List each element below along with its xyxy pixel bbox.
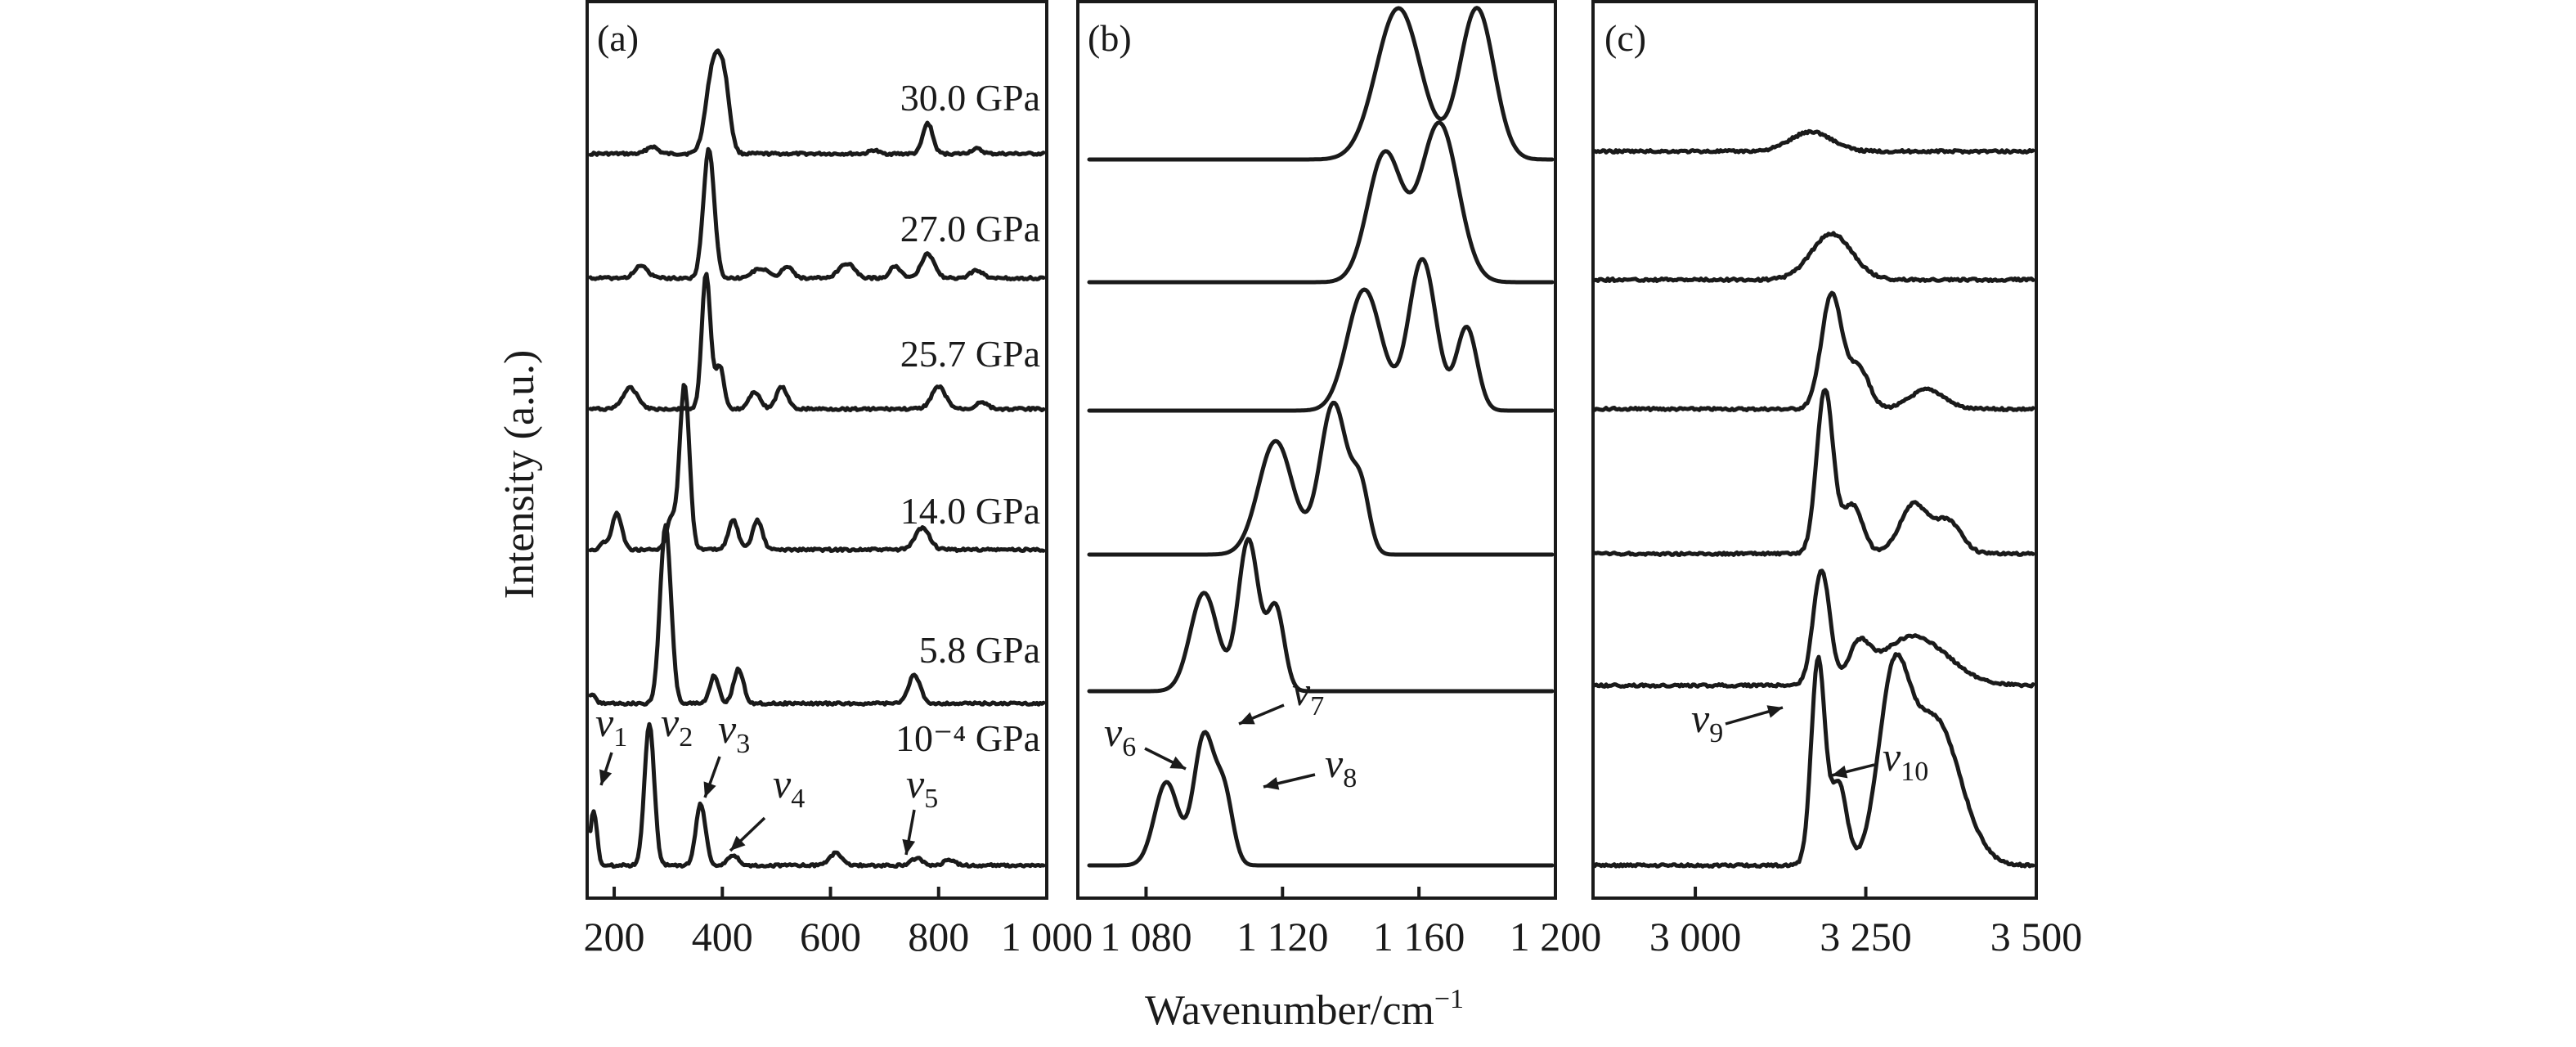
trace-c-1 (1592, 231, 2035, 283)
trace-a-0 (588, 48, 1046, 157)
mode-arrowhead-a-3 (730, 835, 746, 851)
tick-label-a-2: 600 (800, 914, 861, 959)
trace-b-0 (1087, 6, 1555, 162)
mode-arrowhead-b-2 (1263, 777, 1280, 790)
mode-label-a-4: v5 (906, 761, 938, 814)
trace-b-2 (1087, 257, 1555, 413)
trace-c-2 (1592, 290, 2035, 412)
pressure-label-3: 14.0 GPa (900, 490, 1040, 532)
trace-b-3 (1087, 400, 1555, 557)
x-axis-title-base: Wavenumber/cm (1145, 987, 1434, 1034)
mode-arrowhead-b-0 (1169, 756, 1186, 769)
tick-label-b-2: 1 160 (1373, 914, 1465, 959)
mode-arrowhead-c-1 (1832, 765, 1848, 779)
pressure-label-1: 27.0 GPa (900, 208, 1040, 249)
x-axis-title: Wavenumber/cm−1 (1145, 984, 1464, 1034)
mode-arrowhead-a-0 (599, 769, 613, 785)
mode-arrowhead-a-2 (703, 781, 716, 798)
panel-c-ticks: 3 000 3 250 3 500 (1649, 887, 2082, 959)
mode-label-b-1: v7 (1292, 668, 1324, 721)
mode-label-b-2: v8 (1325, 740, 1357, 793)
mode-label-c-1: v10 (1883, 734, 1928, 787)
mode-label-b-0: v6 (1104, 709, 1136, 762)
mode-arrowhead-a-4 (902, 838, 916, 855)
x-axis-title-exp: −1 (1434, 984, 1464, 1014)
trace-c-0 (1592, 128, 2035, 155)
trace-a-1 (588, 146, 1046, 281)
tick-label-b-1: 1 120 (1236, 914, 1329, 959)
mode-label-a-0: v1 (595, 699, 627, 753)
pressure-label-5: 10⁻⁴ GPa (895, 717, 1040, 759)
pressure-label-0: 30.0 GPa (900, 77, 1040, 119)
panel-a-pressure-labels: 30.0 GPa 27.0 GPa 25.7 GPa 14.0 GPa 5.8 GPa 1… (895, 77, 1040, 759)
panel-c-traces (1592, 128, 2035, 869)
tick-label-b-3: 1 200 (1510, 914, 1602, 959)
mode-label-a-2: v3 (718, 706, 750, 759)
panel-a-tag: (a) (597, 17, 639, 59)
mode-label-a-3: v4 (773, 761, 805, 814)
pressure-label-4: 5.8 GPa (919, 629, 1040, 671)
panel-b-frame (1076, 0, 1557, 900)
trace-c-4 (1592, 568, 2035, 689)
mode-arrowhead-c-0 (1766, 705, 1783, 718)
panel-c-tag: (c) (1604, 17, 1646, 59)
panel-a-ticks: 200 400 600 800 1 000 (584, 887, 1093, 959)
trace-c-3 (1592, 388, 2035, 557)
tick-label-a-0: 200 (584, 914, 645, 959)
tick-label-c-1: 3 250 (1820, 914, 1912, 959)
panel-a-mode-labels: v1 v2 v3 v4 v5 (595, 699, 938, 856)
tick-label-a-1: 400 (692, 914, 753, 959)
trace-a-4 (588, 523, 1046, 707)
panel-a-traces (588, 48, 1046, 869)
tick-label-c-0: 3 000 (1649, 914, 1742, 959)
panel-b-tag: (b) (1088, 17, 1132, 59)
panel-a: (a) 200 400 600 800 1 000 30.0 GPa 27.0 GPa 25… (584, 0, 1093, 959)
mode-label-c-0: v9 (1691, 695, 1723, 748)
y-axis-title: Intensity (a.u.) (496, 350, 543, 600)
panel-a-frame (586, 0, 1048, 900)
tick-label-b-0: 1 080 (1100, 914, 1192, 959)
trace-b-4 (1087, 537, 1555, 694)
panel-b-traces (1087, 6, 1555, 868)
trace-b-5 (1087, 730, 1555, 868)
panel-c: (c) 3 000 3 250 3 500 v9 v10 (1591, 0, 2082, 959)
tick-label-c-2: 3 500 (1990, 914, 2083, 959)
trace-a-2 (588, 272, 1046, 412)
pressure-label-2: 25.7 GPa (900, 333, 1040, 375)
panel-c-mode-labels: v9 v10 (1691, 695, 1928, 787)
mode-arrowhead-b-1 (1239, 712, 1255, 725)
panel-b-ticks: 1 080 1 120 1 160 1 200 (1100, 887, 1601, 959)
panel-c-frame (1591, 0, 2038, 900)
trace-b-1 (1087, 120, 1555, 285)
trace-c-5 (1592, 652, 2035, 869)
tick-label-a-4: 1 000 (1001, 914, 1093, 959)
tick-label-a-3: 800 (908, 914, 969, 959)
mode-label-a-1: v2 (661, 699, 693, 753)
trace-a-5 (588, 721, 1046, 869)
